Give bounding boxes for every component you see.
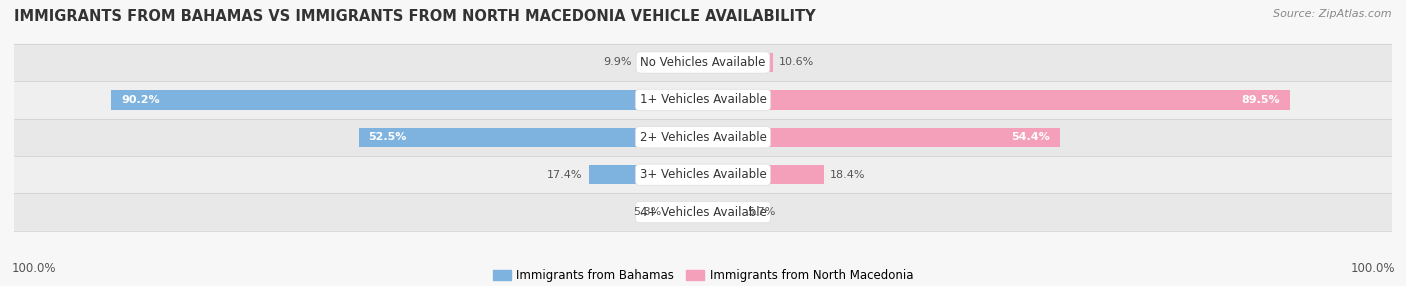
Text: 2+ Vehicles Available: 2+ Vehicles Available [640, 131, 766, 144]
Text: No Vehicles Available: No Vehicles Available [640, 56, 766, 69]
Bar [668, 202, 703, 222]
FancyBboxPatch shape [14, 44, 1392, 81]
Text: 100.0%: 100.0% [1350, 262, 1395, 275]
Text: 1+ Vehicles Available: 1+ Vehicles Available [640, 94, 766, 106]
Text: 3+ Vehicles Available: 3+ Vehicles Available [640, 168, 766, 181]
Bar [703, 90, 1291, 110]
Bar [703, 165, 824, 184]
Bar [703, 53, 772, 72]
FancyBboxPatch shape [14, 193, 1392, 231]
Text: 54.4%: 54.4% [1011, 132, 1050, 142]
Text: 17.4%: 17.4% [547, 170, 582, 180]
Bar [359, 128, 703, 147]
Text: 10.6%: 10.6% [779, 57, 814, 67]
FancyBboxPatch shape [14, 81, 1392, 119]
Bar [703, 128, 1060, 147]
Bar [111, 90, 703, 110]
Text: 100.0%: 100.0% [11, 262, 56, 275]
FancyBboxPatch shape [14, 156, 1392, 193]
Text: 4+ Vehicles Available: 4+ Vehicles Available [640, 206, 766, 219]
Bar [638, 53, 703, 72]
Text: 90.2%: 90.2% [121, 95, 160, 105]
Text: 52.5%: 52.5% [368, 132, 406, 142]
Text: 18.4%: 18.4% [831, 170, 866, 180]
Text: Source: ZipAtlas.com: Source: ZipAtlas.com [1274, 9, 1392, 19]
FancyBboxPatch shape [14, 119, 1392, 156]
Text: 89.5%: 89.5% [1241, 95, 1281, 105]
Legend: Immigrants from Bahamas, Immigrants from North Macedonia: Immigrants from Bahamas, Immigrants from… [488, 265, 918, 286]
Text: 9.9%: 9.9% [603, 57, 631, 67]
Bar [589, 165, 703, 184]
Text: IMMIGRANTS FROM BAHAMAS VS IMMIGRANTS FROM NORTH MACEDONIA VEHICLE AVAILABILITY: IMMIGRANTS FROM BAHAMAS VS IMMIGRANTS FR… [14, 9, 815, 23]
Bar [703, 202, 741, 222]
Text: 5.3%: 5.3% [634, 207, 662, 217]
Text: 5.7%: 5.7% [747, 207, 775, 217]
